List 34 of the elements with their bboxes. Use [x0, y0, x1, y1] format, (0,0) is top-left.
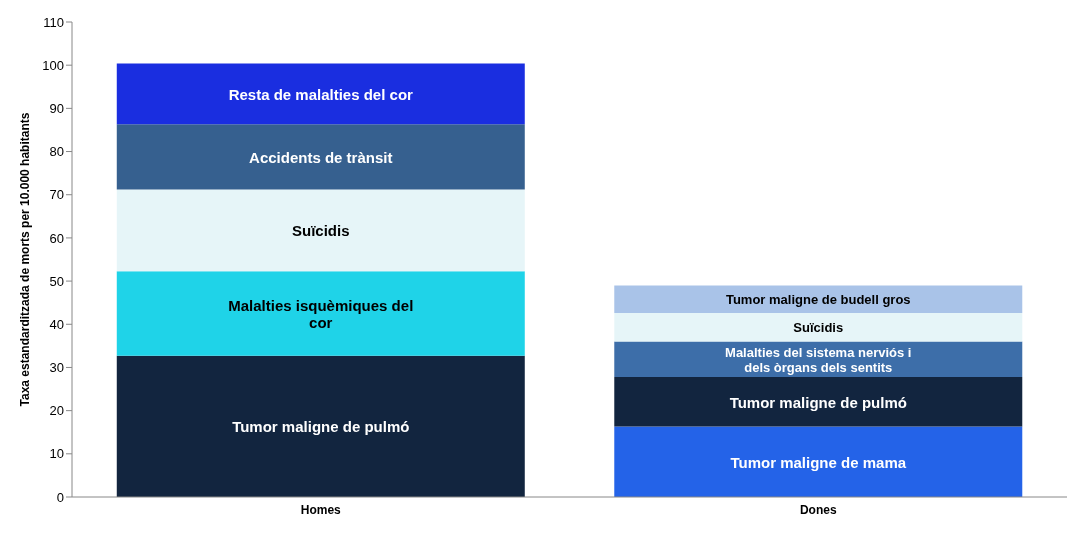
series-label: Malalties isquèmiques del cor — [228, 296, 414, 331]
bar — [614, 376, 1023, 427]
y-tick-label: 10 — [49, 446, 64, 462]
y-tick-label: 70 — [49, 187, 64, 203]
y-tick-label: 0 — [56, 489, 64, 505]
bar — [116, 63, 525, 125]
bar — [116, 271, 525, 356]
y-tick-label: 40 — [49, 316, 64, 332]
bar — [614, 313, 1023, 342]
y-tick-label: 100 — [42, 57, 64, 73]
bar — [116, 124, 525, 190]
series-label: Accidents de trànsit — [249, 148, 393, 166]
series-label: Tumor maligne de pulmó — [729, 393, 907, 411]
y-tick-label: 60 — [49, 230, 64, 246]
series-label: Malalties del sistema nerviós i dels òrgans dels sentits — [725, 344, 912, 375]
bar — [614, 426, 1023, 497]
y-tick-label: 80 — [49, 144, 64, 160]
y-axis-title: Taxa estandarditzada de morts per 10.000 habitants — [18, 112, 33, 407]
x-tick-label: Dones — [799, 502, 837, 517]
y-tick-label: 20 — [49, 403, 64, 419]
series-label: Resta de malalties del cor — [228, 85, 414, 103]
x-tick-label: Homes — [300, 502, 342, 517]
bar — [116, 189, 525, 272]
y-tick-label: 90 — [49, 100, 64, 116]
y-tick-label: 50 — [49, 273, 64, 289]
y-tick-label: 30 — [49, 360, 64, 376]
text: Tumor maligne de pulmó — [232, 417, 410, 435]
bar — [614, 285, 1023, 314]
series-label: Suïcidis — [793, 319, 844, 335]
y-tick-label: 110 — [43, 14, 64, 30]
series-label: Tumor maligne de budell gros — [725, 291, 911, 307]
text: Suïcidis — [292, 221, 350, 239]
bar — [116, 355, 525, 497]
series-label: Tumor maligne de mama — [730, 453, 907, 471]
